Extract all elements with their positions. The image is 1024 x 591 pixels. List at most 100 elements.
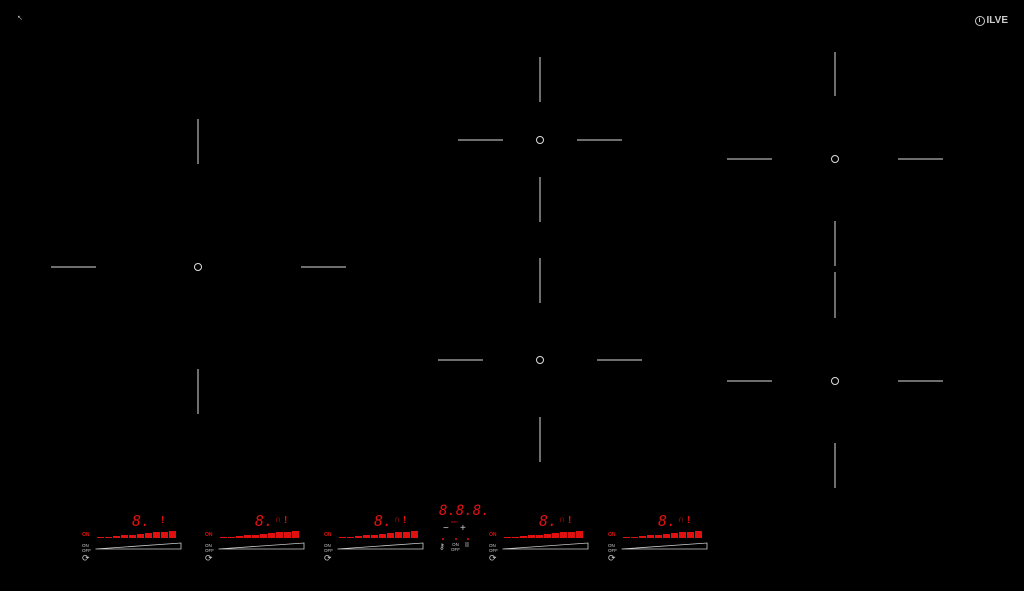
power-level-bar[interactable]	[687, 531, 694, 539]
power-level-bar[interactable]	[228, 536, 235, 539]
slider-wedge[interactable]	[218, 542, 305, 550]
power-level-bar[interactable]	[536, 534, 543, 539]
power-level-bar[interactable]	[284, 531, 291, 539]
power-level-bar[interactable]	[552, 533, 559, 539]
cooking-zone-1	[51, 119, 346, 414]
power-level-bar[interactable]	[236, 535, 243, 539]
boost-icon: ∩	[394, 514, 401, 524]
power-level-bar[interactable]	[347, 536, 354, 539]
power-level-bar[interactable]	[647, 535, 654, 539]
power-level-bar[interactable]	[504, 537, 511, 539]
power-level-bar[interactable]	[97, 537, 104, 539]
power-level-bar[interactable]	[576, 531, 583, 539]
cooking-zone-2	[458, 57, 622, 222]
rotate-icon[interactable]: ⟳	[82, 553, 90, 563]
power-level-bar[interactable]	[520, 535, 527, 539]
power-level-bar[interactable]	[528, 535, 535, 539]
on-label: ON	[324, 532, 332, 538]
power-level-bar[interactable]	[113, 535, 120, 539]
slider-wedge[interactable]	[621, 542, 708, 550]
zone-on-off-button[interactable]: ON OFF	[82, 543, 91, 553]
power-level-bar[interactable]	[560, 532, 567, 539]
power-level-bar[interactable]	[639, 535, 646, 539]
brand-logo: i ILVE	[974, 15, 1008, 26]
timer-minus-button[interactable]: −	[443, 523, 449, 534]
power-level-bar[interactable]	[403, 531, 410, 539]
power-level-bar[interactable]	[411, 531, 418, 539]
power-level-bar[interactable]	[145, 533, 152, 539]
power-level-bar[interactable]	[544, 533, 551, 539]
power-level-bar[interactable]	[153, 532, 160, 539]
power-level-bar[interactable]	[671, 533, 678, 539]
power-level-bar[interactable]	[268, 533, 275, 539]
zone-on-off-button[interactable]: ON OFF	[324, 543, 333, 553]
timer-plus-button[interactable]: +	[460, 523, 466, 534]
power-level-bar[interactable]	[655, 534, 662, 539]
boost-icon: ∩	[275, 514, 282, 524]
zone-center-circle	[536, 356, 544, 364]
slider-wedge[interactable]	[502, 542, 589, 550]
on-label: ON	[205, 532, 213, 538]
power-level-bar[interactable]	[161, 531, 168, 539]
residual-heat-icon: ǃ	[284, 515, 288, 526]
power-slider[interactable]	[623, 531, 702, 539]
power-level-bar[interactable]	[276, 532, 283, 539]
power-level-bar[interactable]	[252, 534, 259, 539]
power-level-bar[interactable]	[220, 537, 227, 539]
power-level-bar[interactable]	[244, 535, 251, 539]
power-level-bar[interactable]	[663, 533, 670, 539]
zone-on-off-button[interactable]: ON OFF	[205, 543, 214, 553]
zone-center-circle	[831, 155, 839, 163]
power-level-display: 8.	[255, 512, 274, 530]
lock-icon[interactable]: ⚷	[439, 542, 445, 551]
power-level-bar[interactable]	[363, 535, 370, 539]
power-level-bar[interactable]	[169, 531, 176, 539]
residual-heat-icon: ǃ	[403, 515, 407, 526]
power-level-bar[interactable]	[387, 533, 394, 539]
cursor-icon: ↖	[17, 15, 23, 22]
power-level-display: 8.	[539, 512, 558, 530]
zone-center-circle	[831, 377, 839, 385]
rotate-icon[interactable]: ⟳	[608, 553, 616, 563]
power-level-bar[interactable]	[260, 533, 267, 539]
power-level-bar[interactable]	[129, 534, 136, 539]
power-level-bar[interactable]	[339, 537, 346, 539]
zone-control-3: 8. ∩ ǃ ON ON OFF ⟳	[324, 512, 434, 564]
boost-icon: ∩	[678, 514, 685, 524]
rotate-icon[interactable]: ⟳	[324, 553, 332, 563]
power-level-bar[interactable]	[679, 532, 686, 539]
power-level-display: 8.	[374, 512, 393, 530]
zone-control-4: 8. ∩ ǃ ON ON OFF ⟳	[489, 512, 599, 564]
power-level-bar[interactable]	[695, 531, 702, 539]
main-on-off-button[interactable]: ON OFF	[451, 542, 460, 552]
power-level-bar[interactable]	[568, 531, 575, 539]
power-slider[interactable]	[339, 531, 418, 539]
power-level-bar[interactable]	[395, 532, 402, 539]
power-slider[interactable]	[504, 531, 583, 539]
power-level-bar[interactable]	[355, 535, 362, 539]
power-level-bar[interactable]	[512, 536, 519, 539]
power-level-bar[interactable]	[292, 531, 299, 539]
indicator-dot	[455, 538, 457, 540]
power-level-bar[interactable]	[121, 535, 128, 539]
slider-wedge[interactable]	[95, 542, 182, 550]
power-slider[interactable]	[97, 531, 176, 539]
slider-wedge[interactable]	[337, 542, 424, 550]
power-level-bar[interactable]	[371, 534, 378, 539]
zone-on-off-button[interactable]: ON OFF	[608, 543, 617, 553]
power-slider[interactable]	[220, 531, 299, 539]
power-level-bar[interactable]	[105, 536, 112, 539]
zone-center-circle	[194, 263, 202, 271]
indicator-dot	[442, 538, 444, 540]
zone-control-1: 8. ǃ ON ON OFF ⟳	[82, 512, 192, 564]
power-level-bar[interactable]	[137, 533, 144, 539]
rotate-icon[interactable]: ⟳	[489, 553, 497, 563]
zone-center-circle	[536, 136, 544, 144]
power-level-bar[interactable]	[379, 533, 386, 539]
power-level-bar[interactable]	[631, 536, 638, 539]
pause-button[interactable]: II	[465, 542, 469, 549]
power-level-bar[interactable]	[623, 537, 630, 539]
timer-display: 8.8.8.	[439, 503, 490, 519]
zone-on-off-button[interactable]: ON OFF	[489, 543, 498, 553]
rotate-icon[interactable]: ⟳	[205, 553, 213, 563]
